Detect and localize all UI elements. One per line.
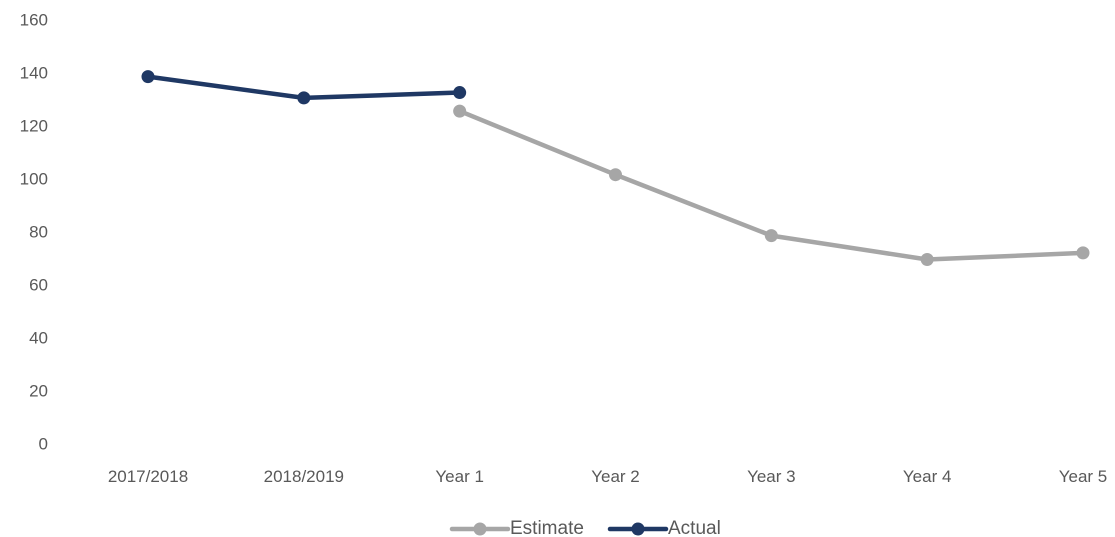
legend-label-estimate: Estimate <box>510 518 584 537</box>
x-tick-label: Year 5 <box>1059 467 1108 486</box>
y-tick-label: 140 <box>20 63 48 82</box>
y-tick-label: 0 <box>39 434 48 453</box>
x-tick-label: Year 1 <box>435 467 484 486</box>
x-tick-label: Year 2 <box>591 467 640 486</box>
data-point-estimate <box>764 229 778 243</box>
x-tick-label: 2018/2019 <box>264 467 344 486</box>
x-axis: 2017/2018 2018/2019 Year 1 Year 2 Year 3 Year… <box>108 467 1107 486</box>
y-tick-label: 20 <box>29 381 48 400</box>
data-point-estimate <box>609 168 622 182</box>
data-point-estimate <box>920 253 934 266</box>
y-tick-label: 40 <box>29 328 48 347</box>
y-tick-label: 100 <box>20 169 48 188</box>
y-axis: 0 20 40 60 80 100 120 140 160 <box>20 10 48 453</box>
legend-swatch-marker-actual <box>631 522 645 536</box>
y-tick-label: 160 <box>20 10 48 29</box>
data-point-estimate <box>453 104 467 118</box>
legend-label-actual: Actual <box>668 518 721 537</box>
legend: Estimate Actual <box>449 518 721 537</box>
data-point-actual <box>297 91 311 105</box>
x-tick-label: Year 3 <box>747 467 796 486</box>
y-tick-label: 120 <box>20 116 48 135</box>
data-point-actual <box>141 70 155 84</box>
data-point-estimate <box>1076 246 1090 260</box>
series-layer <box>141 70 1090 266</box>
x-tick-label: 2017/2018 <box>108 467 188 486</box>
y-tick-label: 80 <box>29 222 48 241</box>
x-tick-label: Year 4 <box>903 467 952 486</box>
legend-swatch-marker-estimate <box>473 522 487 536</box>
data-point-actual <box>453 86 467 100</box>
y-tick-label: 60 <box>29 275 48 294</box>
